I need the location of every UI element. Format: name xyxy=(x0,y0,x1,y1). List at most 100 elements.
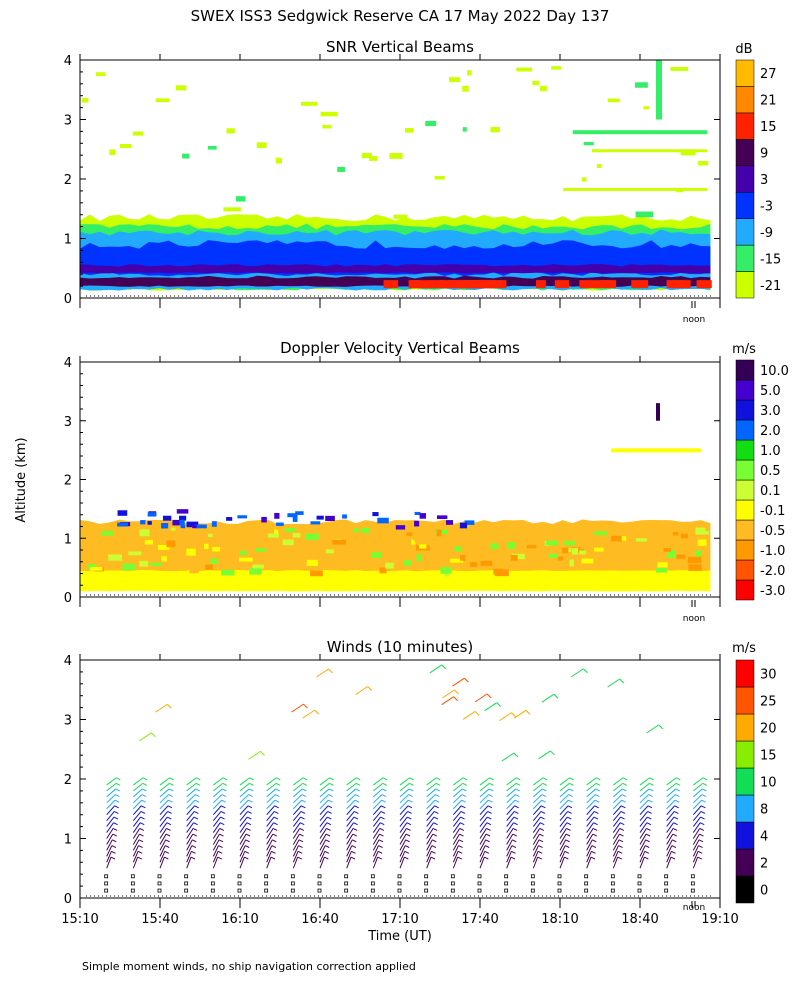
wind-barb xyxy=(559,816,568,827)
wind-barb-flag xyxy=(484,850,490,854)
doppler-updraft xyxy=(377,517,389,524)
y-tick-label: 2 xyxy=(64,173,72,188)
wind-barb xyxy=(639,856,645,869)
wind-barb-flag xyxy=(247,810,252,814)
wind-barb-flag xyxy=(115,782,121,786)
wind-barb-flag xyxy=(647,810,652,814)
doppler-cell xyxy=(545,540,559,546)
wind-barb xyxy=(212,805,222,816)
wind-barb-flag xyxy=(139,827,145,831)
wind-barb-flag xyxy=(513,822,518,826)
snr-echo xyxy=(490,126,500,133)
doppler-updraft xyxy=(295,511,304,515)
wind-barb-flag xyxy=(325,839,330,843)
wind-barb-upper xyxy=(501,752,515,762)
wind-barb-flag xyxy=(112,833,117,837)
wind-barb-flag xyxy=(542,777,548,781)
wind-barb-flag xyxy=(565,839,570,843)
wind-marker xyxy=(690,874,695,879)
wind-barb-flag xyxy=(700,810,706,814)
wind-barb xyxy=(186,845,193,857)
wind-barb-flag xyxy=(675,794,680,797)
wind-barb xyxy=(692,816,702,827)
wind-barb-flag xyxy=(300,810,306,814)
wind-barb-flag xyxy=(592,839,597,843)
wind-barb xyxy=(586,851,592,863)
wind-marker xyxy=(557,874,562,879)
wind-barb xyxy=(426,777,437,786)
wind-barb xyxy=(559,794,570,804)
wind-barb-flag xyxy=(350,856,356,860)
wind-marker xyxy=(210,881,215,886)
wind-barb-upper-flag xyxy=(486,693,492,699)
doppler-cell xyxy=(597,563,606,567)
wind-barb-flag xyxy=(137,850,143,854)
wind-barb xyxy=(372,805,382,816)
doppler-updraft xyxy=(287,513,298,518)
wind-barb-flag xyxy=(566,827,571,831)
wind-barb xyxy=(533,782,543,792)
colorbar-swatch xyxy=(735,740,755,769)
wind-barb-flag xyxy=(248,794,253,797)
wind-barb xyxy=(133,782,143,792)
wind-barb xyxy=(479,794,490,804)
wind-barb-flag xyxy=(434,805,439,809)
colorbar-swatch xyxy=(735,479,755,501)
snr-echo xyxy=(96,72,106,77)
wind-barb xyxy=(559,828,567,839)
wind-profile xyxy=(664,777,681,893)
doppler-cell xyxy=(305,533,319,541)
wind-barb-flag xyxy=(110,856,116,860)
snr-echo xyxy=(643,106,650,110)
wind-barb-flag xyxy=(621,799,626,803)
wind-barb-flag xyxy=(139,833,144,837)
wind-barb xyxy=(532,799,543,810)
wind-barb-flag xyxy=(355,782,361,786)
wind-barb xyxy=(106,799,116,810)
y-tick-label: 4 xyxy=(64,54,72,69)
doppler-cell xyxy=(189,568,199,574)
y-tick-label: 3 xyxy=(64,415,72,430)
wind-barb xyxy=(426,816,435,827)
doppler-updraft xyxy=(414,511,421,516)
wind-barb xyxy=(586,805,596,816)
wind-barb xyxy=(319,845,326,857)
snr-echo xyxy=(448,77,461,83)
wind-barb-flag xyxy=(273,816,279,820)
wind-barb xyxy=(132,851,139,863)
colorbar-label: 8 xyxy=(760,803,768,818)
wind-barb-flag xyxy=(568,788,574,792)
doppler-updraft xyxy=(414,520,420,527)
snr-streak xyxy=(656,60,662,120)
wind-barb-flag xyxy=(325,833,331,837)
wind-marker xyxy=(450,874,455,879)
colorbar-label: 15 xyxy=(760,749,777,764)
wind-barb xyxy=(426,839,433,851)
y-tick-label: 1 xyxy=(64,532,72,547)
doppler-cell xyxy=(676,554,686,559)
doppler-cell xyxy=(186,548,196,556)
colorbar-swatch xyxy=(735,821,755,850)
x-tick-label: 16:40 xyxy=(301,912,338,927)
wind-barb xyxy=(186,782,197,792)
wind-barb-flag xyxy=(564,850,570,854)
y-tick-label: 2 xyxy=(64,773,72,788)
doppler-streak xyxy=(656,403,660,421)
wind-barb-flag xyxy=(115,794,120,797)
wind-barb xyxy=(132,833,140,845)
wind-barb xyxy=(692,822,701,833)
colorbar-swatch xyxy=(735,359,755,381)
colorbar-label: 21 xyxy=(760,94,777,109)
wind-barb xyxy=(346,833,354,845)
wind-barb-flag xyxy=(619,822,625,826)
wind-barb xyxy=(186,856,192,869)
wind-barb-flag xyxy=(169,782,174,786)
wind-barb xyxy=(586,856,592,869)
wind-barb xyxy=(159,816,168,827)
wind-profile xyxy=(370,777,388,893)
wind-barb xyxy=(159,839,167,851)
wind-barb-flag xyxy=(354,799,360,803)
wind-barb xyxy=(372,811,382,821)
doppler-cell xyxy=(139,560,149,567)
wind-barb-upper-flag xyxy=(619,678,625,684)
